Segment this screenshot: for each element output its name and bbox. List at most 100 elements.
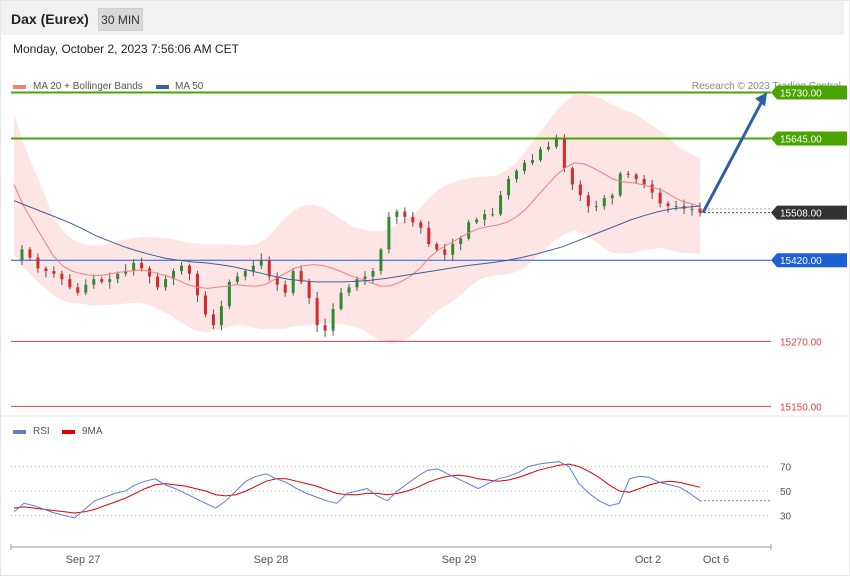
candle-body (698, 208, 702, 213)
candle-body (419, 222, 423, 228)
rsi-level-30-label: 30 (780, 512, 792, 523)
candle-body (275, 276, 279, 285)
x-tick-label: Sep 27 (66, 554, 101, 566)
rsi-level-70-label: 70 (780, 463, 792, 474)
candle-body (60, 273, 64, 280)
candle-body (562, 138, 566, 169)
candle-body (538, 149, 542, 161)
level-15645-00-label: 15645.00 (780, 134, 822, 145)
candle-body (28, 249, 32, 258)
candle-body (291, 271, 295, 293)
candle-body (658, 192, 662, 204)
forecast-arrow-shaft (701, 98, 765, 214)
candle-body (219, 306, 223, 326)
level-15420-00-label: 15420.00 (780, 256, 822, 267)
candle-body (387, 216, 391, 250)
candle-body (227, 281, 231, 307)
candle-body (299, 271, 303, 282)
candle-body (116, 273, 120, 280)
candle-body (443, 249, 447, 255)
candle-body (403, 211, 407, 217)
ma50-legend-label: MA 50 (175, 81, 204, 92)
candle-body (435, 244, 439, 250)
ma50-line (13, 200, 701, 283)
rsi-level-50-label: 50 (780, 487, 792, 498)
candle-body (44, 268, 48, 272)
candle-body (323, 325, 327, 331)
candle-body (172, 271, 176, 280)
candle-body (235, 276, 239, 282)
level-15420-00-tag (771, 253, 847, 268)
candle-body (467, 222, 471, 239)
ma9-legend-label: 9MA (82, 426, 103, 437)
candle-body (92, 279, 96, 285)
level-15270-00-label: 15270.00 (780, 337, 822, 348)
candle-body (602, 198, 606, 207)
candle-body (618, 173, 622, 196)
candle-body (650, 184, 654, 193)
candle-body (642, 179, 646, 185)
candle-body (339, 292, 343, 309)
candle-body (690, 208, 694, 210)
instrument-title: Dax (Eurex) (11, 11, 89, 27)
candle-body (36, 257, 40, 269)
candle-body (243, 271, 247, 277)
level-15150-00-label: 15150.00 (780, 402, 822, 413)
level-15645-00-tag (771, 131, 847, 146)
candle-body (108, 279, 112, 282)
candle-body (76, 287, 80, 293)
candle-body (355, 279, 359, 288)
candle-body (515, 170, 519, 180)
candle-body (20, 249, 24, 261)
candle-body (674, 206, 678, 208)
level-15508-00-label: 15508.00 (780, 209, 822, 220)
candle-body (52, 271, 56, 274)
timeframe-button[interactable]: 30 MIN (98, 8, 143, 31)
candle-body (666, 203, 670, 207)
ma20-line (13, 162, 701, 289)
candle-body (251, 265, 255, 272)
candle-body (187, 265, 191, 274)
candle-body (459, 238, 463, 244)
candle-body (427, 227, 431, 244)
candle-body (363, 276, 367, 280)
rsi-line (13, 461, 701, 519)
chart-datetime: Monday, October 2, 2023 7:56:06 AM CET (13, 42, 239, 56)
candle-body (259, 260, 263, 266)
candle-body (546, 146, 550, 150)
candle-body (203, 295, 207, 315)
candle-body (156, 276, 160, 288)
candle-body (283, 284, 287, 293)
candle-body (307, 281, 311, 299)
chart-header: Dax (Eurex) 30 MIN (1, 1, 844, 35)
rsi-ma9-line (13, 463, 701, 514)
candle-body (211, 314, 215, 326)
candle-body (100, 279, 104, 282)
x-tick-label: Oct 2 (635, 554, 661, 566)
candle-body (586, 195, 590, 207)
candle-body (475, 219, 479, 223)
candle-body (379, 249, 383, 272)
candle-body (347, 287, 351, 293)
candle-body (148, 268, 152, 277)
candle-body (626, 173, 630, 175)
rsi-legend-swatch (13, 430, 26, 434)
candle-body (395, 211, 399, 217)
credit-text: Research © 2023 Trading Central (691, 81, 841, 92)
bollinger-band (14, 93, 700, 344)
candle-body (84, 284, 88, 293)
candle-body (554, 138, 558, 147)
candle-body (483, 214, 487, 220)
candle-body (411, 216, 415, 223)
candle-body (267, 260, 271, 277)
level-15508-00-tag (771, 205, 847, 220)
candle-body (68, 279, 72, 288)
candle-body (507, 179, 511, 196)
ma50-legend-swatch (156, 85, 169, 89)
level-15730-00-label: 15730.00 (780, 88, 822, 99)
candle-body (499, 195, 503, 215)
candle-body (578, 184, 582, 196)
candle-body (634, 174, 638, 180)
ma20-legend-swatch (13, 85, 26, 89)
